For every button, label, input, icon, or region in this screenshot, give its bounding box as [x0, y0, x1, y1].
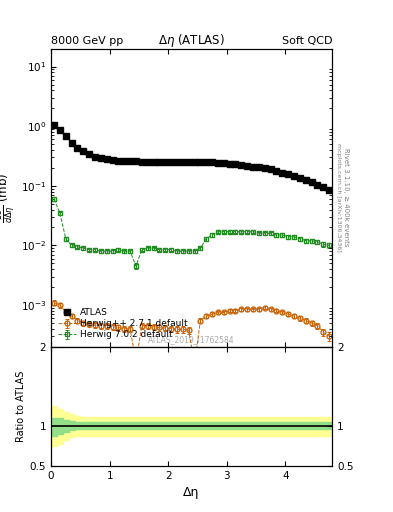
X-axis label: Δη: Δη: [184, 486, 200, 499]
Line: ATLAS: ATLAS: [51, 122, 332, 193]
ATLAS: [163, 159, 167, 165]
ATLAS: [69, 140, 74, 146]
Text: 8000 GeV pp: 8000 GeV pp: [51, 36, 123, 46]
ATLAS: [251, 163, 255, 169]
ATLAS: [286, 172, 290, 178]
ATLAS: [151, 159, 156, 165]
Text: mcplots.cern.ch [arXiv:1306.3436]: mcplots.cern.ch [arXiv:1306.3436]: [336, 143, 341, 252]
ATLAS: [140, 159, 144, 165]
ATLAS: [81, 148, 86, 154]
ATLAS: [134, 158, 138, 164]
ATLAS: [221, 160, 226, 166]
ATLAS: [122, 158, 127, 164]
ATLAS: [239, 162, 244, 168]
ATLAS: [263, 165, 267, 171]
ATLAS: [198, 159, 203, 165]
ATLAS: [57, 127, 62, 134]
ATLAS: [227, 161, 232, 167]
ATLAS: [233, 161, 238, 167]
ATLAS: [298, 175, 302, 181]
ATLAS: [93, 154, 97, 160]
ATLAS: [110, 157, 115, 163]
ATLAS: [315, 181, 320, 187]
ATLAS: [128, 158, 132, 164]
Y-axis label: Rivet 3.1.10, ≥ 400k events: Rivet 3.1.10, ≥ 400k events: [343, 148, 349, 247]
Y-axis label: $\frac{d\sigma}{d\Delta\eta}$ (mb): $\frac{d\sigma}{d\Delta\eta}$ (mb): [0, 173, 17, 223]
ATLAS: [180, 159, 185, 165]
Y-axis label: Ratio to ATLAS: Ratio to ATLAS: [16, 371, 26, 442]
Text: ATLAS_2019_I1762584: ATLAS_2019_I1762584: [148, 335, 235, 344]
ATLAS: [204, 159, 209, 165]
ATLAS: [274, 168, 279, 175]
ATLAS: [303, 177, 308, 183]
ATLAS: [169, 159, 173, 165]
ATLAS: [145, 159, 150, 165]
ATLAS: [327, 187, 332, 193]
ATLAS: [292, 173, 296, 179]
ATLAS: [87, 151, 92, 157]
ATLAS: [245, 163, 250, 169]
ATLAS: [75, 145, 80, 151]
ATLAS: [186, 159, 191, 165]
ATLAS: [63, 133, 68, 139]
ATLAS: [192, 159, 197, 165]
ATLAS: [51, 122, 56, 128]
ATLAS: [280, 170, 285, 176]
ATLAS: [268, 166, 273, 172]
ATLAS: [157, 159, 162, 165]
ATLAS: [210, 159, 215, 165]
ATLAS: [99, 155, 103, 161]
ATLAS: [116, 158, 121, 164]
ATLAS: [257, 164, 261, 170]
Legend: ATLAS, Herwig++ 2.7.1 default, Herwig 7.0.2 default: ATLAS, Herwig++ 2.7.1 default, Herwig 7.…: [55, 305, 190, 342]
ATLAS: [309, 179, 314, 185]
Title: $\Delta\eta$ (ATLAS): $\Delta\eta$ (ATLAS): [158, 32, 225, 49]
ATLAS: [174, 159, 179, 165]
ATLAS: [321, 184, 326, 190]
ATLAS: [105, 156, 109, 162]
ATLAS: [216, 160, 220, 166]
Text: Soft QCD: Soft QCD: [282, 36, 332, 46]
